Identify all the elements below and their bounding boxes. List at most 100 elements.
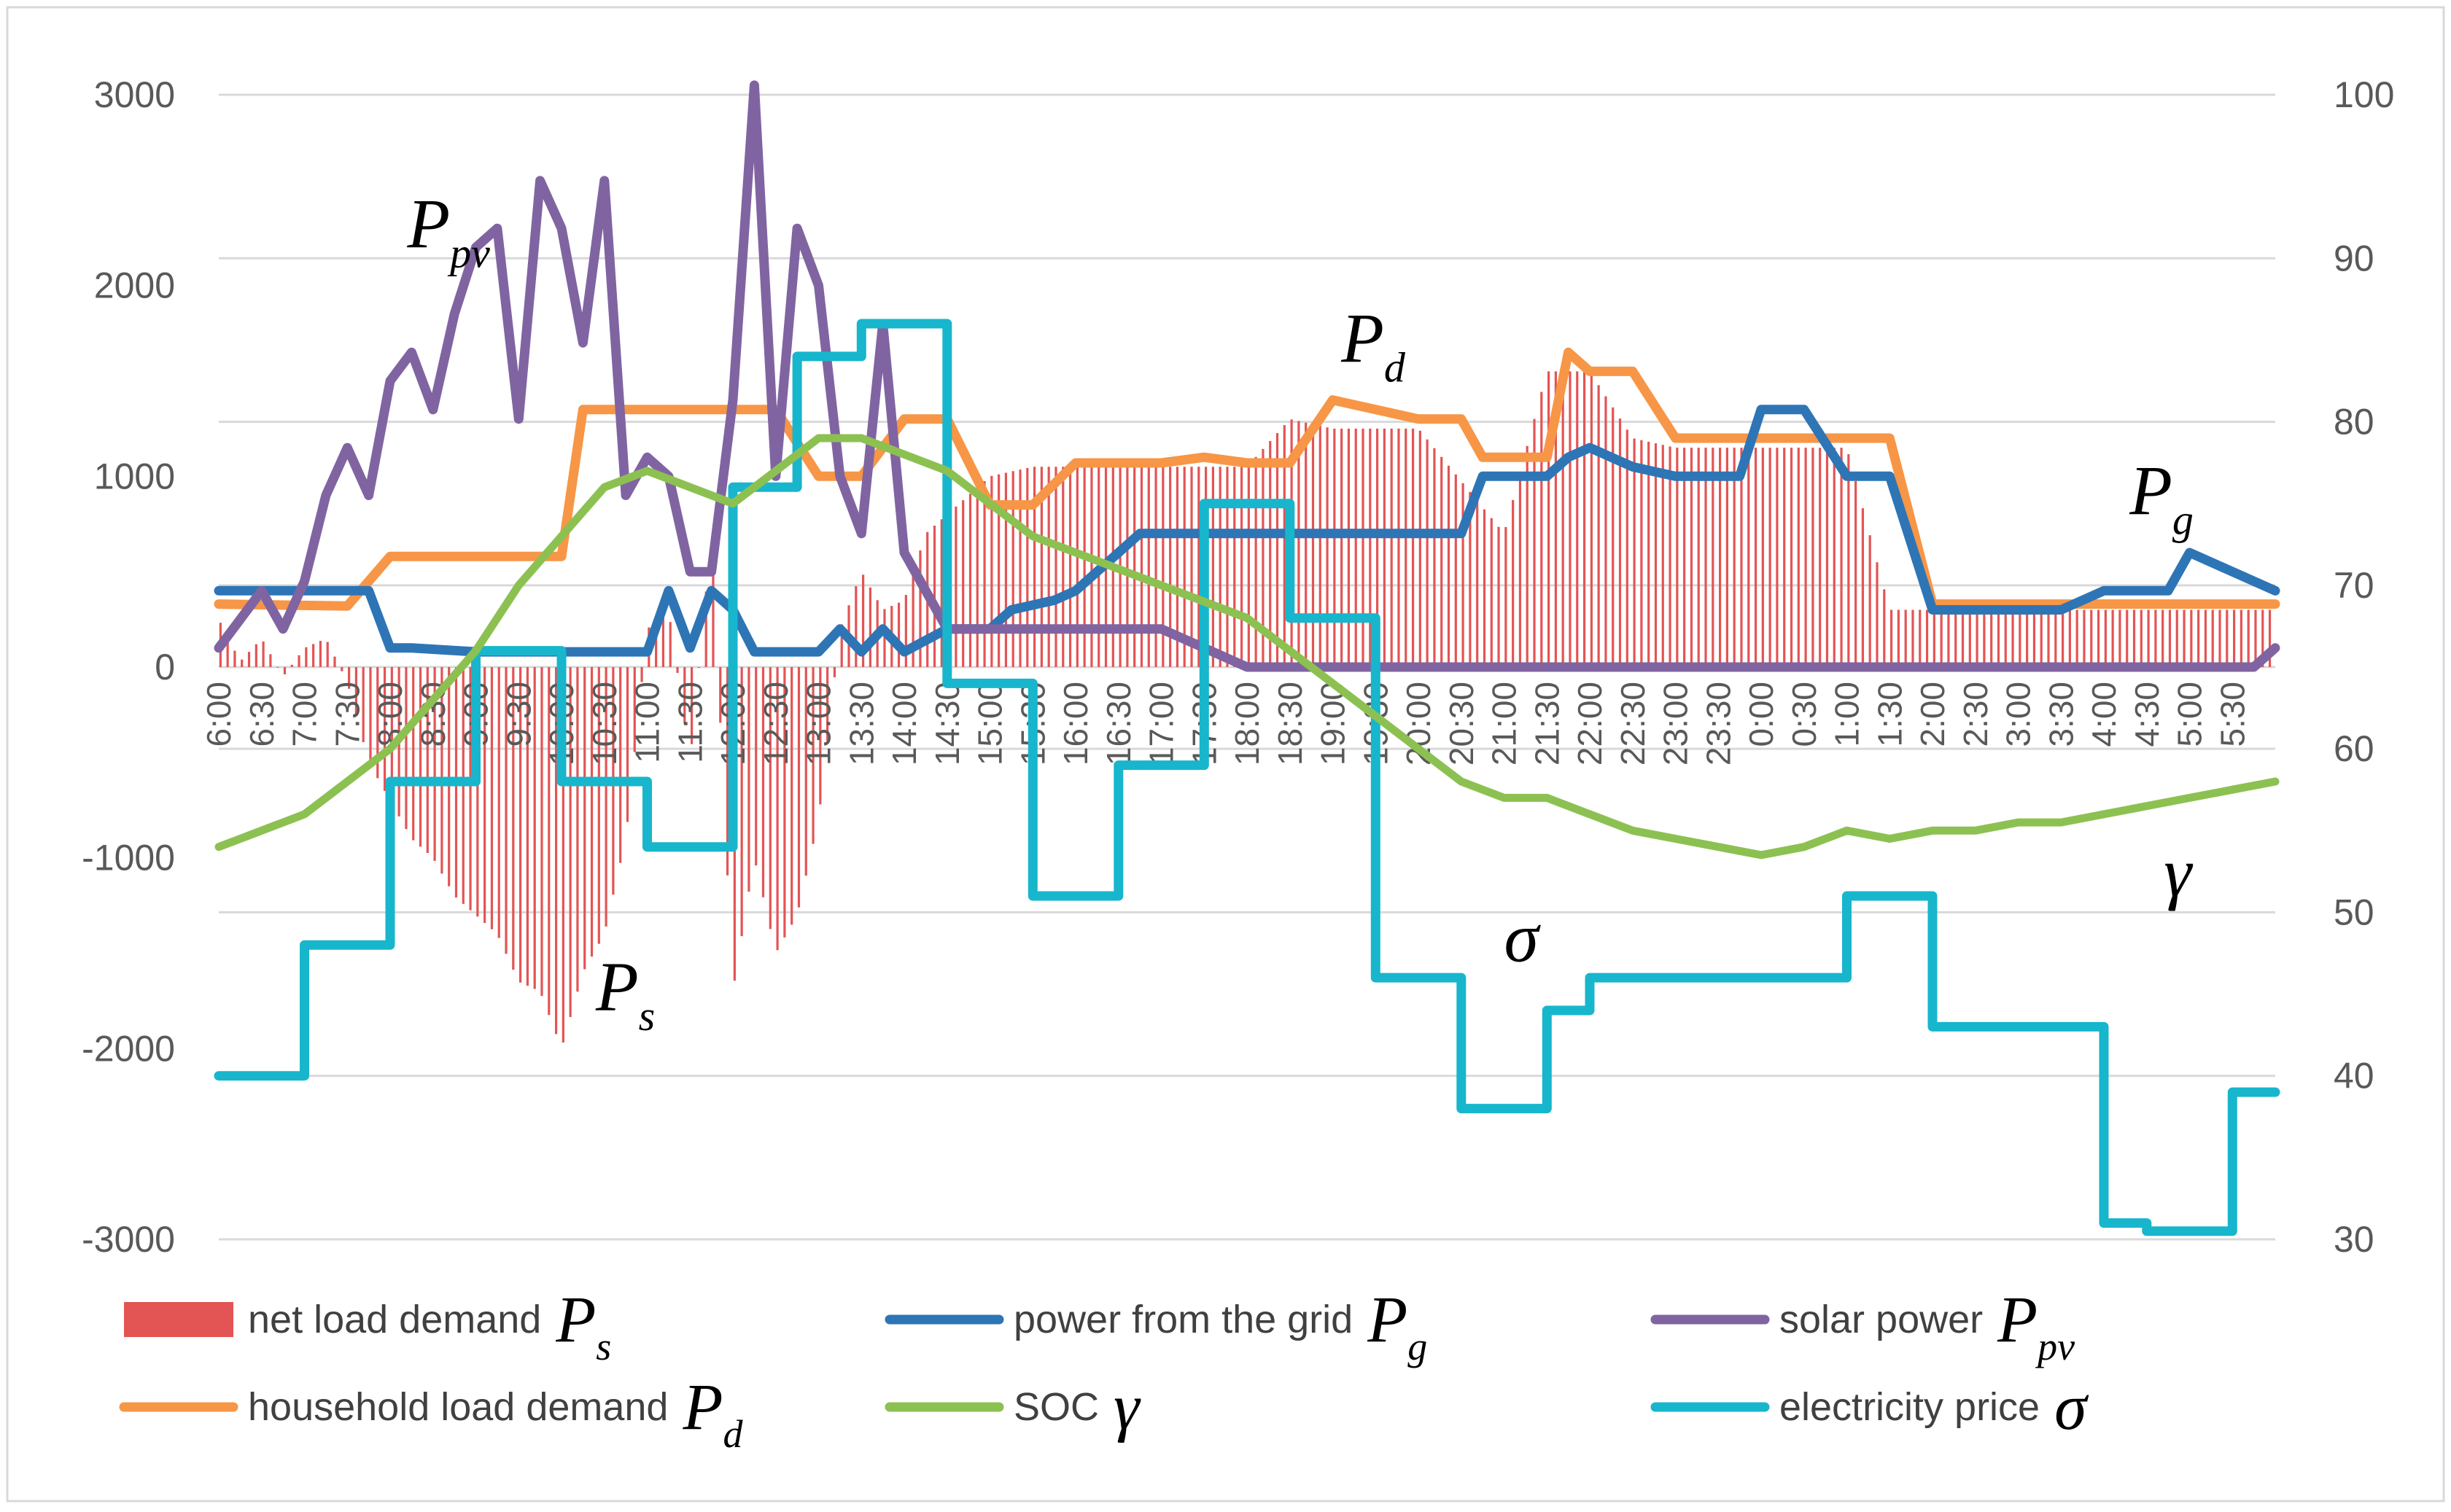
x-tick-label: 7:30 (328, 682, 366, 747)
net-load-bar (1318, 426, 1321, 667)
net-load-bar (376, 667, 379, 779)
net-load-bar (1019, 469, 1022, 667)
net-load-bar (1469, 491, 1472, 667)
net-load-bar (933, 526, 936, 667)
net-load-bar (2040, 609, 2043, 667)
net-load-bar (2218, 609, 2221, 667)
net-load-bar (1604, 396, 1607, 667)
net-load-bar (2132, 609, 2136, 667)
net-load-bar (1275, 433, 1279, 667)
net-load-bar (761, 667, 765, 897)
net-load-bar (276, 666, 279, 668)
net-load-bar (1947, 609, 1950, 667)
x-tick-label: 4:00 (2085, 682, 2123, 747)
net-load-bar (1868, 535, 1871, 667)
net-load-bar (1561, 371, 1564, 667)
net-load-bar (319, 641, 322, 667)
chart-border (6, 6, 2445, 1503)
net-load-bar (383, 667, 387, 791)
net-load-bar (2104, 609, 2107, 667)
y-left-tick-label: 2000 (94, 265, 175, 306)
net-load-bar (2011, 609, 2014, 667)
net-load-bar (1090, 467, 1093, 667)
net-load-bar (1790, 448, 1793, 667)
net-load-bar (626, 667, 629, 822)
net-load-bar (2211, 609, 2214, 667)
x-tick-label: 16:00 (1057, 682, 1095, 765)
net-load-bar (697, 667, 700, 669)
net-load-bar (1725, 448, 1728, 667)
net-load-bar (1740, 448, 1743, 667)
net-load-bar (1183, 467, 1186, 667)
net-load-bar (2083, 609, 2086, 667)
net-load-bar (1497, 526, 1500, 667)
net-load-bar (719, 667, 722, 723)
x-tick-label: 10:30 (586, 682, 624, 765)
y-left-tick-label: 1000 (94, 456, 175, 496)
net-load-bar (755, 667, 758, 866)
net-load-bar (1890, 609, 1893, 667)
net-load-bar (597, 667, 600, 944)
net-load-bar (1197, 467, 1200, 667)
net-load-bar (512, 667, 515, 970)
net-load-bar (1712, 448, 1714, 667)
net-load-bar (1612, 407, 1615, 667)
net-load-bar (983, 480, 986, 667)
net-load-bar (2097, 609, 2100, 667)
net-load-bar (354, 667, 357, 716)
net-load-bar (262, 641, 265, 667)
net-load-bar (269, 654, 272, 667)
y-axis-left-ticks: 3000 2000 1000 0 -1000 -2000 -3000 (82, 74, 175, 1260)
net-load-bar (483, 667, 486, 923)
net-load-bar (955, 506, 958, 667)
net-load-bar (1504, 526, 1507, 667)
net-load-bar (1169, 467, 1172, 667)
net-load-bar (1540, 391, 1543, 667)
y-right-tick-label: 50 (2334, 892, 2374, 932)
net-load-bar (1068, 467, 1072, 667)
x-tick-label: 1:30 (1871, 682, 1908, 747)
net-load-bar (1254, 456, 1257, 667)
net-load-bar (1990, 609, 1993, 667)
x-tick-label: 22:30 (1614, 682, 1652, 765)
series-line-price (214, 319, 2280, 1236)
net-load-bar (819, 667, 822, 805)
series-line-pd (214, 347, 2280, 611)
net-load-bar (1647, 441, 1650, 667)
net-load-bar (912, 572, 914, 667)
net-load-bar (812, 667, 815, 844)
x-tick-label: 13:30 (842, 682, 880, 765)
net-load-bar (1347, 428, 1351, 667)
net-load-bar (554, 667, 558, 1034)
net-load-bar (2226, 609, 2229, 667)
net-load-bar (1547, 371, 1550, 667)
legend-symbol-pv: Ppv (1997, 1284, 2075, 1368)
x-tick-label: 3:00 (2000, 682, 2038, 747)
net-load-bar (1597, 385, 1600, 667)
net-load-bar (1476, 500, 1479, 667)
net-load-bar (1983, 609, 1986, 667)
net-load-bar (747, 667, 750, 892)
net-load-bar (1954, 609, 1957, 667)
net-load-bar (2047, 609, 2050, 667)
net-load-bar (1847, 453, 1850, 667)
y-right-tick-label: 100 (2334, 74, 2394, 115)
net-load-bar (740, 667, 743, 937)
net-load-bar (1026, 467, 1029, 667)
net-load-bar (1976, 609, 1978, 667)
net-load-bar (1840, 448, 1843, 667)
net-load-bar (312, 644, 315, 667)
net-load-bar (533, 667, 536, 989)
net-load-bar (1126, 467, 1129, 667)
net-load-bar (490, 667, 494, 930)
y-right-tick-label: 40 (2334, 1056, 2374, 1096)
net-load-bar (1925, 609, 1929, 667)
legend-label-pd: household load demand (248, 1385, 668, 1429)
net-load-bar (1783, 448, 1786, 667)
y-left-tick-label: 0 (155, 647, 175, 687)
net-load-bar (1625, 429, 1628, 667)
x-tick-label: 5:30 (2213, 682, 2251, 747)
net-load-bar (497, 667, 500, 938)
net-load-bar (2126, 609, 2129, 667)
